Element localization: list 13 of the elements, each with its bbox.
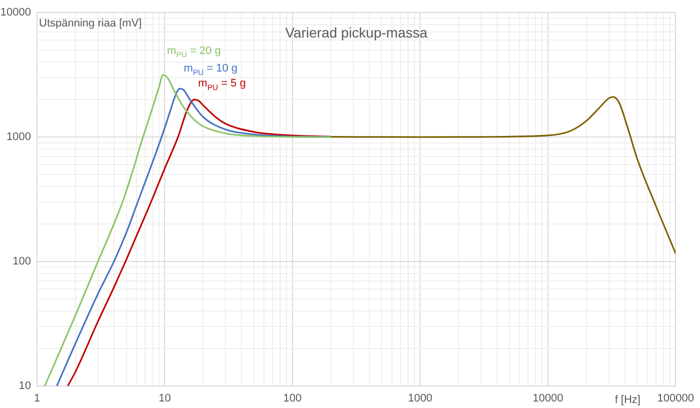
y-axis-title: Utspänning riaa [mV] — [39, 18, 142, 30]
x-tick-label: 1000 — [408, 392, 432, 405]
y-tick-label: 1000 — [6, 131, 31, 144]
y-tick-label: 100 — [12, 256, 31, 268]
x-tick-label: 1 — [34, 392, 40, 405]
x-tick-label: 10000 — [532, 392, 564, 405]
x-tick-label: 100000 — [657, 392, 694, 405]
y-tick-label: 10000 — [0, 6, 31, 19]
x-tick-label: 100 — [283, 392, 302, 405]
x-tick-label: 10 — [158, 392, 171, 405]
x-axis-title: f [Hz] — [614, 394, 640, 406]
y-tick-label: 10 — [18, 380, 31, 392]
text: Varierad pickup-massa — [285, 24, 428, 41]
